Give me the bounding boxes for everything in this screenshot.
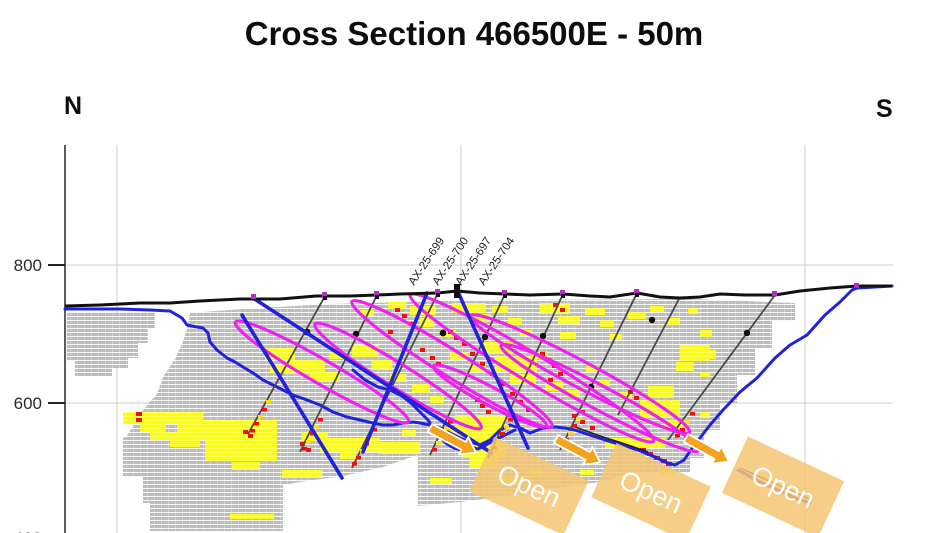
drill-trace — [617, 296, 681, 416]
drill-trace-blue — [361, 291, 429, 454]
drill-hole-labels: AX-25-699 AX-25-700 AX-25-697 AX-25-704 — [407, 235, 518, 288]
open-label-box: Open — [591, 442, 711, 533]
block-model-left-band — [67, 313, 155, 376]
drill-trace — [487, 293, 564, 459]
open-direction-arrow — [426, 423, 477, 456]
open-annotations: Open Open Open — [426, 423, 845, 533]
grade-shell — [233, 319, 411, 425]
drill-trace-blue — [251, 296, 492, 454]
south-label: S — [876, 95, 893, 123]
elevation-tick-600: 600 — [14, 394, 42, 413]
drill-trace — [351, 292, 439, 469]
drill-trace — [299, 294, 378, 453]
elevation-tick-800: 800 — [14, 256, 42, 275]
page-title: Cross Section 466500E - 50m — [245, 15, 704, 52]
grade-shell — [350, 298, 554, 430]
drill-trace-blue — [456, 290, 530, 450]
drill-trace — [559, 292, 638, 451]
open-direction-arrow — [682, 433, 730, 465]
open-direction-arrow — [552, 434, 602, 466]
drill-trace — [667, 294, 776, 441]
grade-shell — [431, 363, 549, 429]
drill-collars — [251, 283, 859, 300]
north-label: N — [64, 92, 82, 120]
open-label-box: Open — [469, 436, 589, 533]
elevation-tick-400: 400 — [14, 529, 42, 533]
blue-drill-traces — [240, 290, 530, 480]
drill-trace-blue — [240, 313, 344, 480]
open-label-box: Open — [721, 436, 845, 533]
